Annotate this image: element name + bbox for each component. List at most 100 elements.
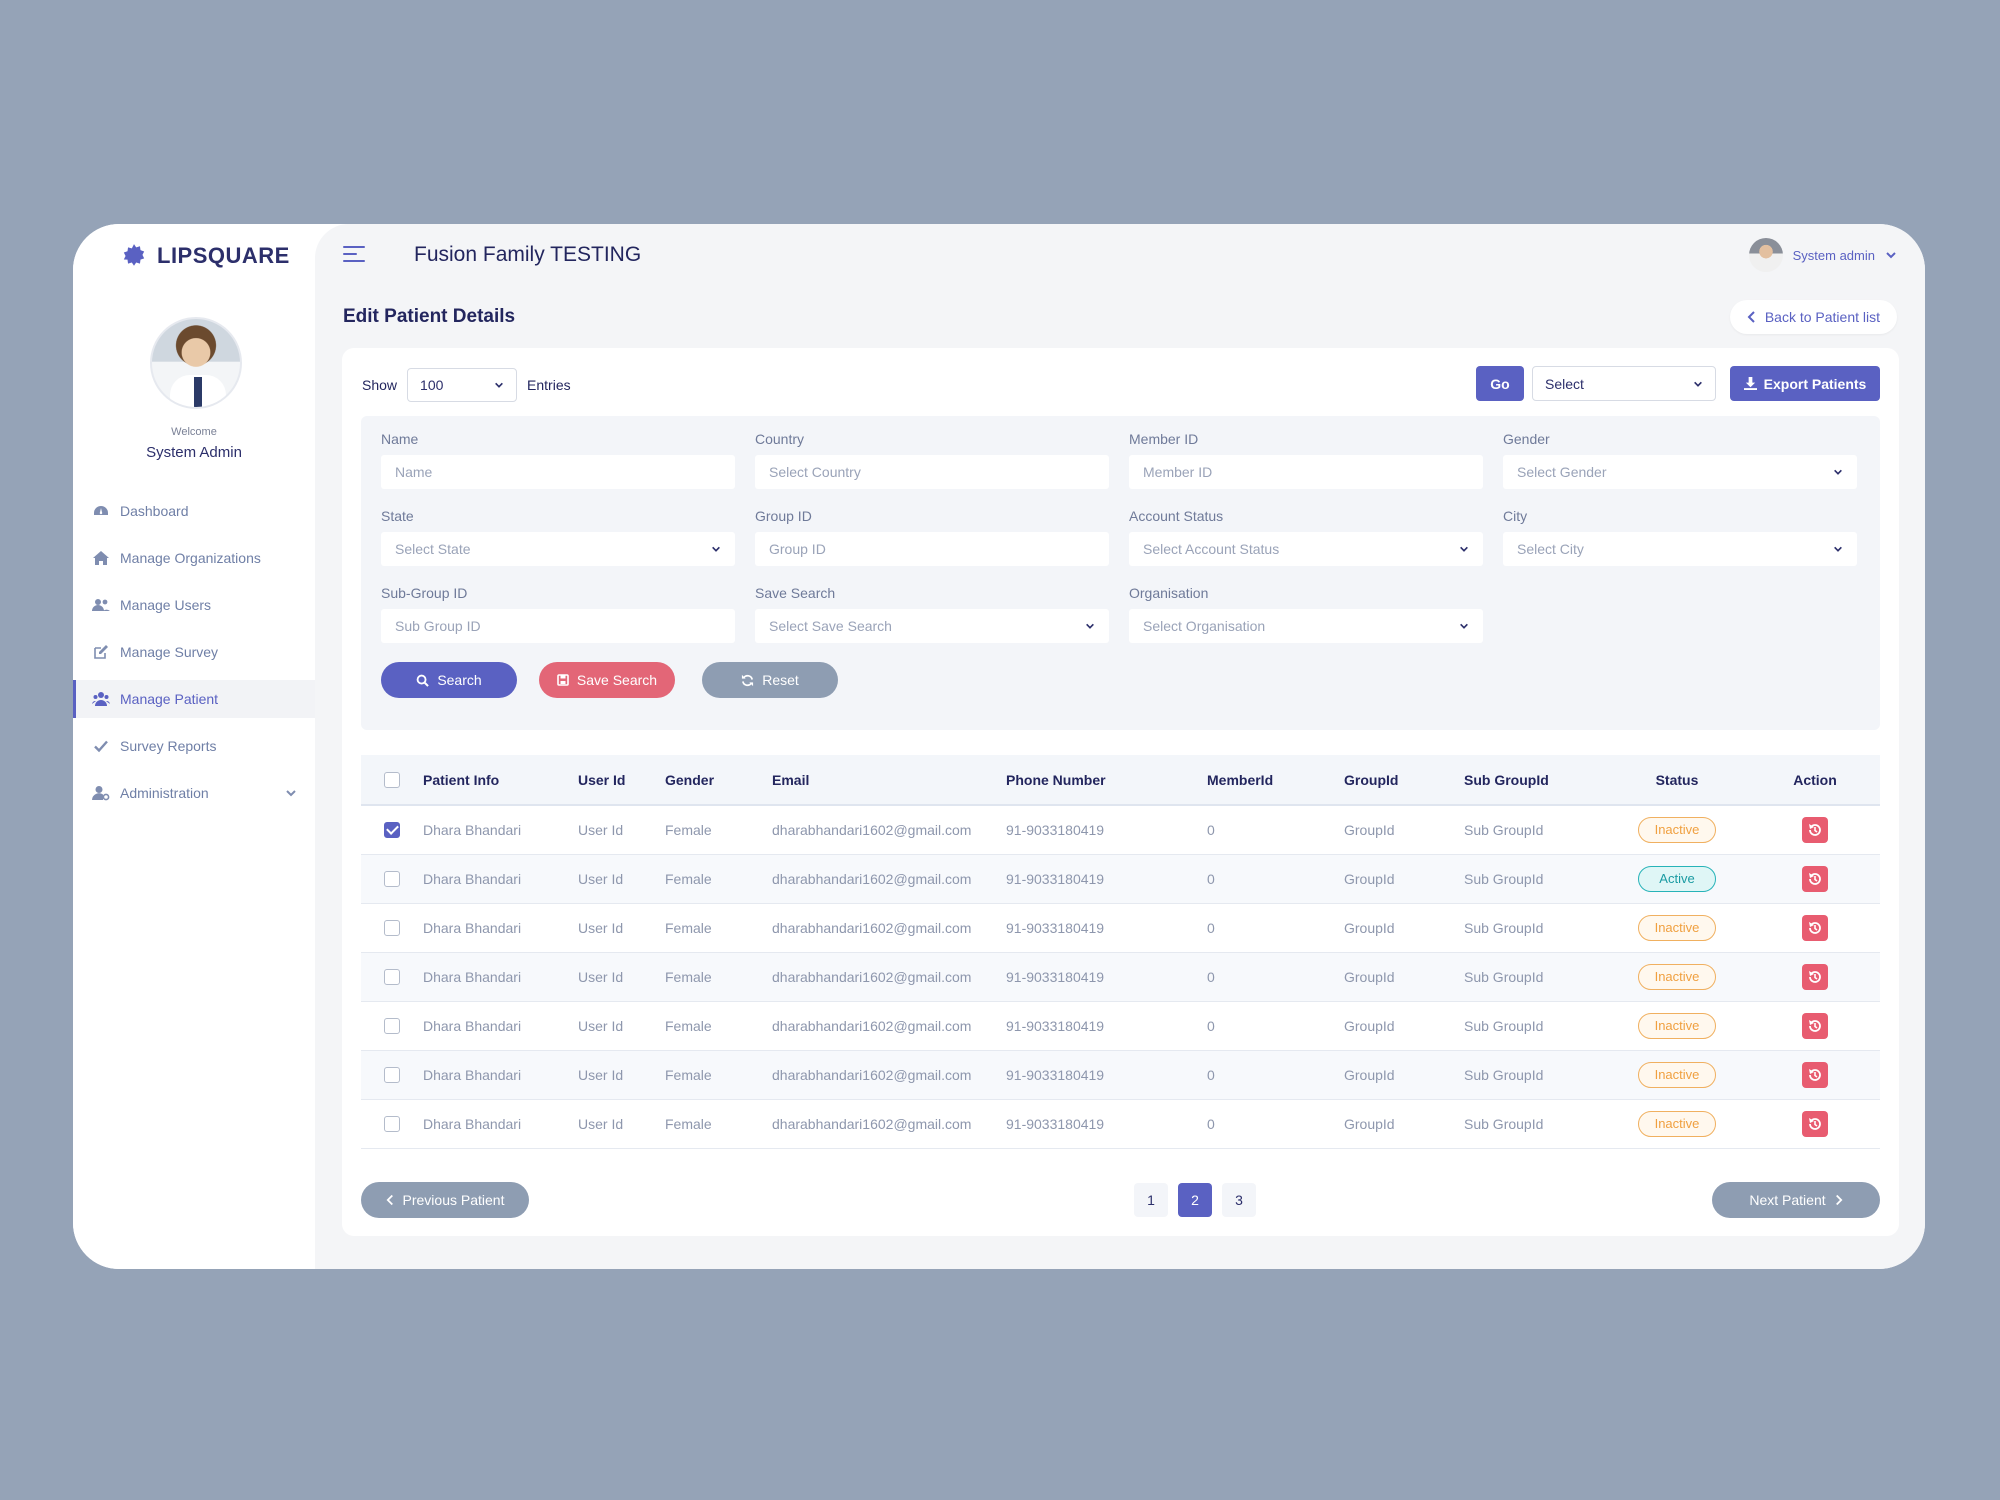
- gender: Female: [665, 968, 712, 985]
- column-header[interactable]: Email: [772, 771, 810, 788]
- next-patient-button[interactable]: Next Patient: [1712, 1182, 1880, 1218]
- sub-group-id: Sub GroupId: [1464, 1066, 1544, 1083]
- sidebar-item-manage-patient[interactable]: Manage Patient: [73, 680, 315, 718]
- save-search-button-label: Save Search: [576, 672, 658, 688]
- patient-name[interactable]: Dhara Bhandari: [423, 1115, 522, 1132]
- save-search-select[interactable]: Select Save Search: [755, 609, 1109, 643]
- patient-name[interactable]: Dhara Bhandari: [423, 968, 522, 985]
- gender: Female: [665, 919, 712, 936]
- group-id-input[interactable]: Group ID: [755, 532, 1109, 566]
- gender-select[interactable]: Select Gender: [1503, 455, 1857, 489]
- group-id: GroupId: [1344, 1115, 1395, 1132]
- menu-toggle-icon[interactable]: [343, 246, 365, 264]
- sub-group-id: Sub GroupId: [1464, 821, 1544, 838]
- row-checkbox[interactable]: [384, 1018, 400, 1035]
- name-filter: Name Name: [381, 431, 735, 489]
- account-status-select[interactable]: Select Account Status: [1129, 532, 1483, 566]
- restore-action-button[interactable]: [1802, 816, 1828, 843]
- name-input[interactable]: Name: [381, 455, 735, 489]
- table-row[interactable]: Dhara Bhandari User Id Female dharabhandari…: [361, 1099, 1880, 1148]
- column-header[interactable]: Sub GroupId: [1464, 771, 1549, 788]
- save-search-field-label: Save Search: [755, 585, 836, 601]
- member-id-label: Member ID: [1129, 431, 1199, 447]
- brand-logo[interactable]: LIPSQUARE: [121, 243, 290, 269]
- gender: Female: [665, 870, 712, 887]
- row-checkbox[interactable]: [384, 1067, 400, 1084]
- sidebar-item-survey-reports[interactable]: Survey Reports: [73, 727, 315, 765]
- select-all-checkbox[interactable]: [384, 772, 400, 789]
- sub-group-id-input[interactable]: Sub Group ID: [381, 609, 735, 643]
- column-header: Action: [1793, 771, 1837, 788]
- entries-select[interactable]: 100: [407, 368, 518, 402]
- sidebar-item-manage-organizations[interactable]: Manage Organizations: [73, 539, 315, 577]
- column-header[interactable]: User Id: [578, 771, 626, 788]
- chevron-down-icon: [495, 382, 503, 388]
- page-button-1[interactable]: 1: [1134, 1183, 1168, 1217]
- search-icon: [416, 674, 430, 687]
- user-menu-label: System admin: [1792, 247, 1875, 263]
- restore-action-button[interactable]: [1802, 914, 1828, 941]
- sidebar-item-label: Manage Users: [120, 597, 212, 613]
- city-label: City: [1503, 508, 1528, 524]
- column-header[interactable]: Phone Number: [1006, 771, 1106, 788]
- reset-button[interactable]: Reset: [702, 662, 838, 698]
- column-header[interactable]: Patient Info: [423, 771, 500, 788]
- restore-action-button[interactable]: [1802, 1110, 1828, 1137]
- export-patients-button[interactable]: Export Patients: [1730, 366, 1880, 401]
- restore-action-button[interactable]: [1802, 1061, 1828, 1088]
- org-title: Fusion Family TESTING: [414, 243, 642, 266]
- page-button-3[interactable]: 3: [1222, 1183, 1256, 1217]
- sidebar: LIPSQUARE Welcome System Admin Dashboard…: [73, 224, 315, 1269]
- patient-name[interactable]: Dhara Bhandari: [423, 919, 522, 936]
- chevron-down-icon: [1086, 623, 1094, 629]
- phone-number: 91-9033180419: [1006, 1115, 1105, 1132]
- table-row[interactable]: Dhara Bhandari User Id Female dharabhandari…: [361, 805, 1880, 854]
- state-select[interactable]: Select State: [381, 532, 735, 566]
- gender: Female: [665, 1066, 712, 1083]
- user-id: User Id: [578, 968, 624, 985]
- column-header[interactable]: Gender: [665, 771, 715, 788]
- column-header[interactable]: MemberId: [1207, 771, 1274, 788]
- row-checkbox[interactable]: [384, 871, 400, 888]
- restore-action-button[interactable]: [1802, 963, 1828, 990]
- country-input[interactable]: Select Country: [755, 455, 1109, 489]
- column-header[interactable]: GroupId: [1344, 771, 1399, 788]
- history-icon: [1809, 921, 1821, 934]
- sidebar-item-manage-survey[interactable]: Manage Survey: [73, 633, 315, 671]
- patient-name[interactable]: Dhara Bhandari: [423, 821, 522, 838]
- save-search-button[interactable]: Save Search: [539, 662, 675, 698]
- row-checkbox[interactable]: [384, 1116, 400, 1133]
- bulk-action-select[interactable]: Select: [1532, 366, 1716, 401]
- go-button[interactable]: Go: [1476, 366, 1524, 401]
- restore-action-button[interactable]: [1802, 865, 1828, 892]
- email: dharabhandari1602@gmail.com: [772, 821, 972, 838]
- sidebar-item-administration[interactable]: Administration: [73, 774, 315, 812]
- table-row[interactable]: Dhara Bhandari User Id Female dharabhandari…: [361, 854, 1880, 903]
- search-button[interactable]: Search: [381, 662, 517, 698]
- page-button-2[interactable]: 2: [1178, 1183, 1212, 1217]
- member-id-input[interactable]: Member ID: [1129, 455, 1483, 489]
- table-row[interactable]: Dhara Bhandari User Id Female dharabhandari…: [361, 903, 1880, 952]
- column-header[interactable]: Status: [1655, 771, 1699, 788]
- row-checkbox[interactable]: [384, 822, 400, 839]
- organisation-select[interactable]: Select Organisation: [1129, 609, 1483, 643]
- status-badge: Inactive: [1638, 1061, 1716, 1088]
- restore-action-button[interactable]: [1802, 1012, 1828, 1039]
- patient-name[interactable]: Dhara Bhandari: [423, 1066, 522, 1083]
- sidebar-item-dashboard[interactable]: Dashboard: [73, 492, 315, 530]
- patient-card: Show 100 Entries Go Select Export Patien…: [342, 348, 1899, 1236]
- previous-patient-button[interactable]: Previous Patient: [361, 1182, 529, 1218]
- table-row[interactable]: Dhara Bhandari User Id Female dharabhandari…: [361, 1050, 1880, 1099]
- patient-name[interactable]: Dhara Bhandari: [423, 1017, 522, 1034]
- row-checkbox[interactable]: [384, 969, 400, 986]
- city-select[interactable]: Select City: [1503, 532, 1857, 566]
- chevron-right-icon: [1835, 1194, 1843, 1206]
- country-placeholder: Select Country: [769, 464, 861, 480]
- table-row[interactable]: Dhara Bhandari User Id Female dharabhandari…: [361, 1001, 1880, 1050]
- row-checkbox[interactable]: [384, 920, 400, 937]
- patient-name[interactable]: Dhara Bhandari: [423, 870, 522, 887]
- back-to-patient-list-button[interactable]: Back to Patient list: [1729, 300, 1897, 334]
- user-menu[interactable]: System admin: [1748, 238, 1897, 272]
- sidebar-item-manage-users[interactable]: Manage Users: [73, 586, 315, 624]
- table-row[interactable]: Dhara Bhandari User Id Female dharabhandari…: [361, 952, 1880, 1001]
